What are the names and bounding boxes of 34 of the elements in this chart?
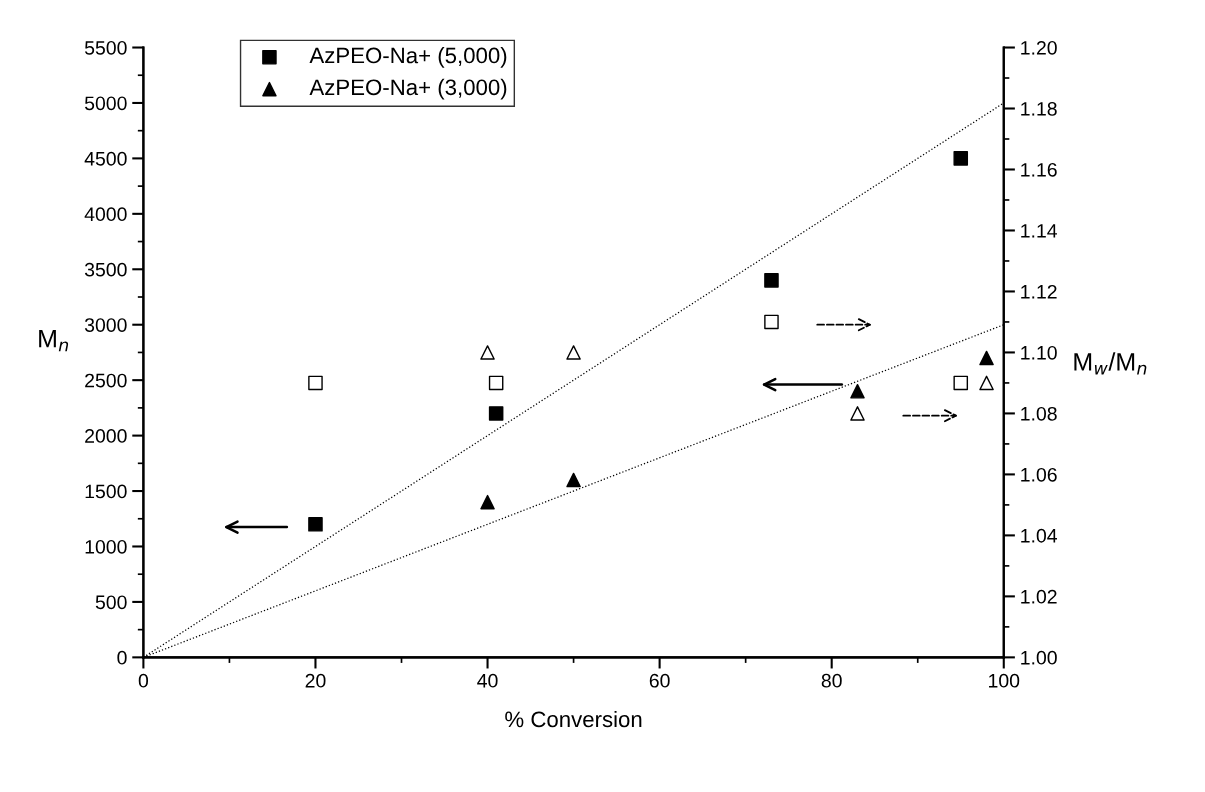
- y2-tick-label: 1.16: [1021, 162, 1057, 177]
- y2-axis-title: M$_{w}$/M$_{n}$: [1074, 352, 1147, 375]
- y-tick-label: 3500: [84, 262, 127, 277]
- y2-tick-label: 1.06: [1021, 467, 1057, 482]
- x-tick-label: 60: [649, 673, 670, 688]
- y2-tick-label: 1.10: [1021, 345, 1057, 360]
- y-tick-label: 1500: [85, 484, 127, 499]
- x-tick-label: 100: [989, 673, 1020, 688]
- y2-tick-label: 1.00: [1021, 650, 1057, 665]
- y-tick-label: 3000: [84, 318, 127, 332]
- legend-label: AzPEO-Na+ (3,000): [309, 78, 507, 100]
- y-tick-label: 2500: [85, 373, 127, 388]
- y2-tick-label: 1.08: [1021, 406, 1057, 421]
- x-tick-label: 80: [821, 673, 842, 688]
- x-axis-title: % Conversion: [505, 710, 642, 728]
- x-tick-label: 0: [138, 673, 149, 688]
- y-tick-label: 4000: [84, 207, 127, 222]
- x-tick-label: 20: [305, 673, 326, 688]
- y-tick-label: 0: [117, 650, 127, 665]
- y-tick-label: 2000: [85, 429, 127, 443]
- x-tick-label: 40: [477, 673, 498, 688]
- y-tick-label: 1000: [85, 539, 127, 554]
- legend-label: AzPEO-Na+ (5,000): [309, 47, 507, 68]
- y2-tick-label: 1.20: [1021, 40, 1057, 55]
- y2-tick-label: 1.14: [1021, 224, 1058, 238]
- y-tick-label: 5000: [84, 96, 127, 111]
- y-tick-label: 500: [95, 595, 127, 610]
- y2-tick-label: 1.02: [1021, 589, 1057, 604]
- y-axis-title: M$_{n}$: [39, 330, 69, 352]
- y-tick-label: 4500: [84, 151, 127, 166]
- y-tick-label: 5500: [84, 40, 127, 55]
- y2-tick-label: 1.12: [1021, 284, 1057, 299]
- y2-tick-label: 1.18: [1021, 101, 1057, 116]
- y2-tick-label: 1.04: [1021, 528, 1058, 543]
